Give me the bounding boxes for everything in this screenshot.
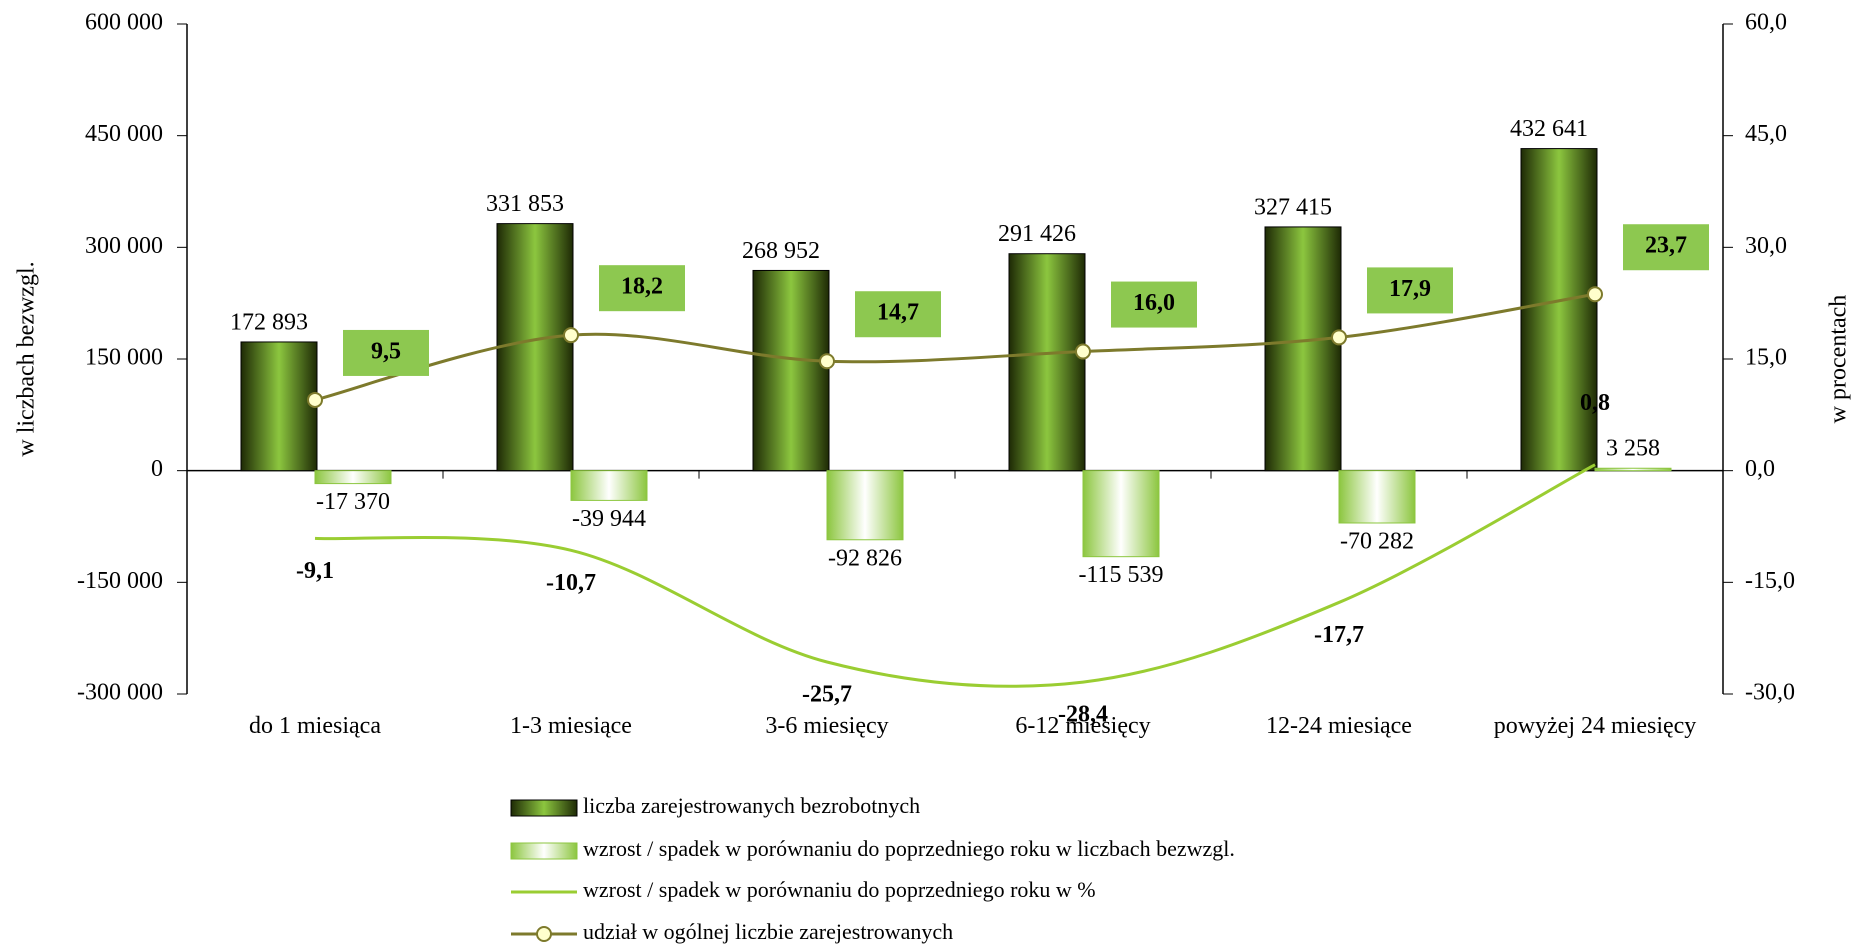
line-marker (1331, 329, 1347, 346)
y2-tick-label: 30,0 (1745, 233, 1787, 259)
y-axis-label: w liczbach bezwzgl. (14, 261, 40, 456)
line-value-label: -10,7 (546, 570, 596, 596)
y-tick-label: 300 000 (85, 233, 163, 259)
bar (496, 223, 574, 472)
y-tick-label: 450 000 (85, 121, 163, 147)
y2-axis-label: w procentach (1826, 295, 1852, 424)
bar-value-label: 3 258 (1606, 436, 1660, 462)
line-value-label: 9,5 (371, 338, 401, 364)
label-box (1623, 224, 1709, 271)
bar (1008, 253, 1086, 472)
legend-swatch (510, 842, 578, 860)
bar (752, 269, 830, 472)
bar-value-label: -115 539 (1078, 562, 1163, 588)
line-value-label: -28,4 (1058, 702, 1108, 728)
bar-value-label: 268 952 (742, 238, 820, 264)
line-value-label: 14,7 (877, 300, 919, 326)
y2-tick-label: 15,0 (1745, 345, 1787, 371)
y-tick-label: -300 000 (77, 680, 163, 706)
legend-label: wzrost / spadek w porównaniu do poprzedn… (583, 836, 1235, 861)
bar-value-label: 432 641 (1510, 116, 1588, 142)
x-tick-label: powyżej 24 miesięcy (1493, 713, 1697, 739)
bar (240, 341, 318, 472)
line (314, 463, 1596, 688)
legend-label: udział w ogólnej liczbie zarejestrowanyc… (583, 919, 953, 944)
x-tick-label: 3-6 miesięcy (765, 713, 889, 739)
bar-value-label: 331 853 (486, 191, 564, 217)
line (314, 292, 1596, 402)
line-value-label: 18,2 (621, 274, 663, 300)
y-tick-label: -150 000 (77, 568, 163, 594)
bar (1520, 148, 1598, 472)
line-value-label: 16,0 (1133, 290, 1175, 316)
bar (1338, 470, 1416, 524)
legend-marker (536, 926, 552, 942)
line-value-label: 0,8 (1580, 390, 1610, 416)
bar (826, 470, 904, 541)
y2-tick-label: 60,0 (1745, 10, 1787, 36)
line-value-label: 17,9 (1389, 276, 1431, 302)
y-tick-label: 600 000 (85, 10, 163, 36)
y2-tick-label: -30,0 (1745, 680, 1795, 706)
x-tick-label: 12-24 miesiące (1266, 713, 1412, 739)
bar (570, 470, 648, 501)
label-box (855, 291, 941, 338)
y2-tick-label: 45,0 (1745, 121, 1787, 147)
bar-value-label: -92 826 (828, 545, 902, 571)
line-value-label: -9,1 (296, 558, 334, 584)
label-box (599, 265, 685, 312)
bar-value-label: 172 893 (230, 309, 308, 335)
line-marker (819, 353, 835, 370)
y2-tick-label: 0,0 (1745, 456, 1775, 482)
legend-label: wzrost / spadek w porównaniu do poprzedn… (583, 877, 1096, 902)
bar-value-label: 291 426 (998, 221, 1076, 247)
bar-value-label: -39 944 (572, 506, 646, 532)
legend-label: liczba zarejestrowanych bezrobotnych (583, 793, 920, 818)
bar-value-label: -70 282 (1340, 528, 1414, 554)
label-box (343, 329, 429, 376)
line-marker (563, 327, 579, 344)
line-value-label: 23,7 (1645, 233, 1687, 259)
x-tick-label: do 1 miesiąca (249, 713, 381, 739)
line-marker (1587, 286, 1603, 303)
label-box (1367, 267, 1453, 314)
bar-value-label: -17 370 (316, 489, 390, 515)
line-value-label: -25,7 (802, 681, 852, 707)
bar (314, 470, 392, 485)
label-box (1111, 281, 1197, 328)
line-value-label: -17,7 (1314, 622, 1364, 648)
bar (1082, 470, 1160, 558)
y-tick-label: 0 (151, 456, 163, 482)
x-tick-label: 1-3 miesiące (510, 713, 632, 739)
line-marker (1075, 343, 1091, 360)
legend-swatch (510, 799, 578, 817)
bar-value-label: 327 415 (1254, 194, 1332, 220)
x-tick-label: 6-12 miesięcy (1015, 713, 1151, 739)
bar (1594, 467, 1672, 472)
y-tick-label: 150 000 (85, 345, 163, 371)
line-marker (307, 391, 323, 408)
y2-tick-label: -15,0 (1745, 568, 1795, 594)
bar (1264, 226, 1342, 472)
